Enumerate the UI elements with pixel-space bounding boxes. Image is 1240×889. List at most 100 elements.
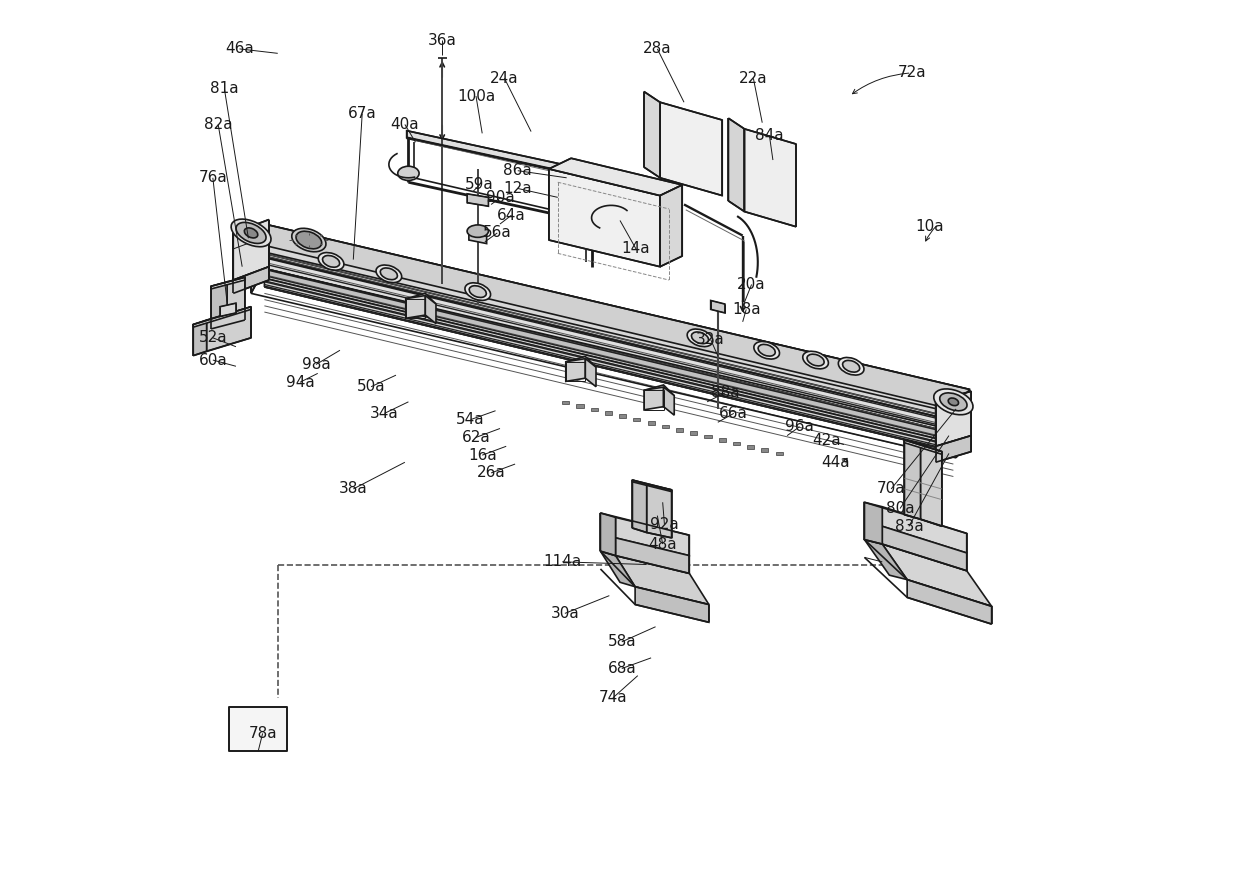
Polygon shape xyxy=(936,391,971,446)
Ellipse shape xyxy=(838,357,864,375)
Text: 66a: 66a xyxy=(719,406,748,420)
Text: 114a: 114a xyxy=(543,555,582,569)
Polygon shape xyxy=(644,385,675,401)
Text: 18a: 18a xyxy=(732,302,760,316)
Polygon shape xyxy=(233,267,269,293)
Polygon shape xyxy=(904,440,942,454)
Polygon shape xyxy=(632,480,647,533)
Polygon shape xyxy=(615,538,689,573)
Text: 84a: 84a xyxy=(755,128,784,142)
Bar xyxy=(647,421,655,425)
Bar xyxy=(562,401,569,404)
Polygon shape xyxy=(920,444,942,526)
Polygon shape xyxy=(647,485,672,538)
Polygon shape xyxy=(264,268,954,443)
Ellipse shape xyxy=(934,388,973,415)
Ellipse shape xyxy=(949,398,959,405)
Ellipse shape xyxy=(319,252,343,270)
Polygon shape xyxy=(250,224,264,293)
Text: 100a: 100a xyxy=(456,89,495,103)
Text: 70a: 70a xyxy=(877,482,905,496)
Text: 22a: 22a xyxy=(739,71,768,85)
Polygon shape xyxy=(663,387,675,415)
Polygon shape xyxy=(549,169,660,267)
Bar xyxy=(733,442,740,445)
Bar xyxy=(676,428,683,432)
Bar xyxy=(691,431,697,435)
Text: 50a: 50a xyxy=(357,380,386,394)
Polygon shape xyxy=(549,158,682,196)
Polygon shape xyxy=(600,513,615,556)
Text: 12a: 12a xyxy=(503,181,532,196)
Ellipse shape xyxy=(244,228,258,238)
Polygon shape xyxy=(644,92,660,178)
Polygon shape xyxy=(882,507,967,553)
Text: 80a: 80a xyxy=(885,501,914,516)
Ellipse shape xyxy=(465,283,491,300)
Ellipse shape xyxy=(754,341,780,359)
Polygon shape xyxy=(207,307,250,351)
Text: 82a: 82a xyxy=(203,117,232,132)
Bar xyxy=(619,414,626,418)
Bar xyxy=(719,438,725,442)
Polygon shape xyxy=(882,544,992,606)
Ellipse shape xyxy=(843,360,859,372)
Ellipse shape xyxy=(381,268,397,280)
Polygon shape xyxy=(405,293,436,309)
Bar xyxy=(775,452,782,455)
Text: 56a: 56a xyxy=(482,226,512,240)
Polygon shape xyxy=(193,307,250,327)
Text: 38a: 38a xyxy=(339,482,368,496)
Text: 67a: 67a xyxy=(347,107,377,121)
Ellipse shape xyxy=(758,344,775,356)
Text: 26a: 26a xyxy=(476,466,506,480)
Ellipse shape xyxy=(322,255,340,268)
Polygon shape xyxy=(864,502,882,544)
Polygon shape xyxy=(660,185,682,267)
Text: 30a: 30a xyxy=(551,606,579,621)
Text: 59a: 59a xyxy=(465,178,494,192)
Polygon shape xyxy=(882,526,967,571)
Ellipse shape xyxy=(807,354,825,366)
Text: 46a: 46a xyxy=(226,42,254,56)
Bar xyxy=(704,435,712,438)
Polygon shape xyxy=(211,277,244,289)
Polygon shape xyxy=(600,551,635,587)
Polygon shape xyxy=(405,295,425,318)
Polygon shape xyxy=(264,224,970,434)
Bar xyxy=(590,408,598,412)
Bar xyxy=(748,445,754,449)
Text: 28a: 28a xyxy=(644,42,672,56)
Ellipse shape xyxy=(687,329,713,347)
Text: 10a: 10a xyxy=(915,220,944,234)
Text: 72a: 72a xyxy=(898,66,926,80)
Polygon shape xyxy=(407,131,591,178)
Bar xyxy=(577,404,584,408)
Polygon shape xyxy=(660,102,722,196)
Ellipse shape xyxy=(236,222,267,244)
Polygon shape xyxy=(211,282,227,329)
Text: 94a: 94a xyxy=(285,375,314,389)
Ellipse shape xyxy=(692,332,708,344)
Ellipse shape xyxy=(296,231,321,249)
Text: 81a: 81a xyxy=(210,82,239,96)
Text: 64a: 64a xyxy=(497,208,526,222)
Polygon shape xyxy=(250,224,970,413)
Polygon shape xyxy=(469,231,486,244)
Text: 58a: 58a xyxy=(608,635,636,649)
Polygon shape xyxy=(585,358,596,387)
Text: 54a: 54a xyxy=(456,412,485,427)
Polygon shape xyxy=(425,295,436,324)
Text: 52a: 52a xyxy=(198,331,227,345)
Polygon shape xyxy=(264,256,954,433)
Text: 88a: 88a xyxy=(711,386,739,400)
Text: 74a: 74a xyxy=(599,691,627,705)
Polygon shape xyxy=(744,129,796,227)
Text: 68a: 68a xyxy=(608,661,636,676)
Text: 20a: 20a xyxy=(738,277,766,292)
Text: 60a: 60a xyxy=(198,353,227,367)
Text: 44a: 44a xyxy=(821,455,849,469)
Bar xyxy=(761,448,769,452)
Polygon shape xyxy=(908,580,992,624)
Bar xyxy=(634,418,640,421)
